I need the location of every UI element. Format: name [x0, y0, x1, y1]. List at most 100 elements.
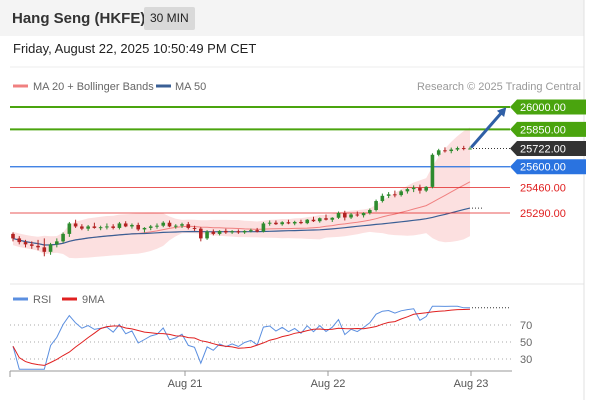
- candle-body: [11, 233, 15, 239]
- rsi-tick-70: 70: [520, 320, 532, 332]
- candle-body: [211, 231, 216, 234]
- candle-body: [255, 230, 259, 232]
- candle-body: [123, 223, 128, 227]
- rsi-tick-30: 30: [520, 354, 532, 366]
- candle-body: [267, 222, 272, 224]
- level-tag-25850.00: [510, 121, 586, 137]
- candle-body: [230, 231, 234, 233]
- candle-body: [186, 224, 191, 228]
- level-label-25850.00: 25850.00: [520, 124, 566, 136]
- candle-body: [249, 230, 253, 232]
- candle-body: [117, 223, 122, 228]
- candle-body: [305, 219, 310, 224]
- level-label-25290.00: 25290.00: [520, 208, 566, 220]
- candle-body: [92, 226, 97, 228]
- candle-body: [167, 222, 172, 227]
- candle-body: [180, 224, 184, 226]
- credit-text: Research © 2025 Trading Central: [417, 81, 581, 93]
- candle-body: [105, 226, 109, 228]
- candle-body: [436, 150, 441, 155]
- candle-body: [67, 223, 72, 234]
- level-tag-25600.00: [510, 159, 586, 175]
- candle-body: [199, 228, 203, 239]
- candle-body: [280, 222, 284, 225]
- candle-body: [455, 148, 460, 150]
- candle-body: [98, 227, 103, 229]
- candle-body: [173, 225, 178, 227]
- candle-body: [342, 213, 347, 218]
- candle-body: [374, 201, 378, 211]
- candle-body: [80, 226, 84, 229]
- candle-body: [73, 223, 78, 227]
- candle-body: [286, 222, 291, 224]
- x-tick-aug22: Aug 22: [311, 378, 346, 390]
- candle-body: [36, 245, 40, 248]
- ma50-legend-label: MA 50: [175, 81, 206, 93]
- header-bar: [0, 0, 584, 36]
- candle-body: [368, 210, 372, 213]
- level-tag-26000.00: [510, 99, 586, 115]
- timeframe-badge[interactable]: 30 MIN: [144, 7, 195, 30]
- candle-body: [217, 230, 222, 234]
- candle-body: [111, 226, 115, 228]
- rsi-tick-50: 50: [520, 337, 532, 349]
- candle-body: [386, 194, 391, 196]
- candle-body: [336, 213, 341, 218]
- bollinger-legend-label: MA 20 + Bollinger Bands: [33, 81, 154, 93]
- candle-body: [349, 214, 353, 218]
- rsi-legend-label: RSI: [33, 294, 51, 306]
- forecast-arrow: [470, 107, 507, 149]
- candle-body: [330, 217, 335, 220]
- candle-body: [155, 225, 159, 227]
- candle-body: [242, 230, 247, 233]
- candles: [11, 145, 472, 257]
- candle-body: [224, 230, 228, 233]
- candle-body: [55, 241, 59, 245]
- candle-body: [261, 223, 266, 232]
- candle-body: [405, 189, 410, 192]
- rsi-ma-legend-label: 9MA: [82, 294, 105, 306]
- candle-body: [430, 154, 435, 187]
- candle-body: [86, 226, 90, 229]
- candle-body: [142, 227, 147, 230]
- candle-body: [311, 219, 316, 222]
- candle-body: [361, 213, 366, 216]
- candle-body: [411, 187, 416, 190]
- candle-body: [61, 233, 65, 242]
- candle-body: [161, 222, 166, 226]
- candle-body: [393, 194, 397, 196]
- candle-body: [192, 227, 197, 229]
- candle-body: [274, 222, 278, 225]
- candle-body: [449, 149, 454, 152]
- level-label-25722.00: 25722.00: [520, 144, 566, 156]
- candle-body: [299, 221, 303, 224]
- candle-body: [148, 226, 153, 228]
- candle-body: [23, 242, 28, 245]
- ma50-line: [12, 207, 471, 246]
- candle-body: [461, 148, 466, 150]
- candle-body: [205, 231, 209, 239]
- candle-body: [17, 238, 22, 243]
- instrument-title: Hang Seng (HKFE): [12, 10, 146, 27]
- candle-body: [380, 195, 385, 202]
- candle-body: [418, 187, 422, 191]
- candle-body: [136, 224, 141, 230]
- candle-body: [42, 247, 47, 252]
- candle-body: [399, 191, 403, 196]
- rsi-line: [12, 305, 471, 370]
- candle-body: [292, 221, 297, 224]
- candle-body: [48, 244, 53, 252]
- forecast-arrow-head: [496, 107, 507, 117]
- candle-body: [317, 218, 322, 222]
- timestamp: Friday, August 22, 2025 10:50:49 PM CET: [13, 41, 257, 56]
- rsi-lines: [12, 305, 510, 370]
- level-label-25460.00: 25460.00: [520, 183, 566, 195]
- candle-body: [29, 244, 34, 246]
- candle-body: [130, 224, 134, 227]
- candle-body: [443, 150, 447, 152]
- level-label-25600.00: 25600.00: [520, 162, 566, 174]
- bollinger-band: [12, 127, 482, 259]
- x-tick-aug23: Aug 23: [454, 378, 489, 390]
- level-tag-25722.00: [510, 141, 586, 157]
